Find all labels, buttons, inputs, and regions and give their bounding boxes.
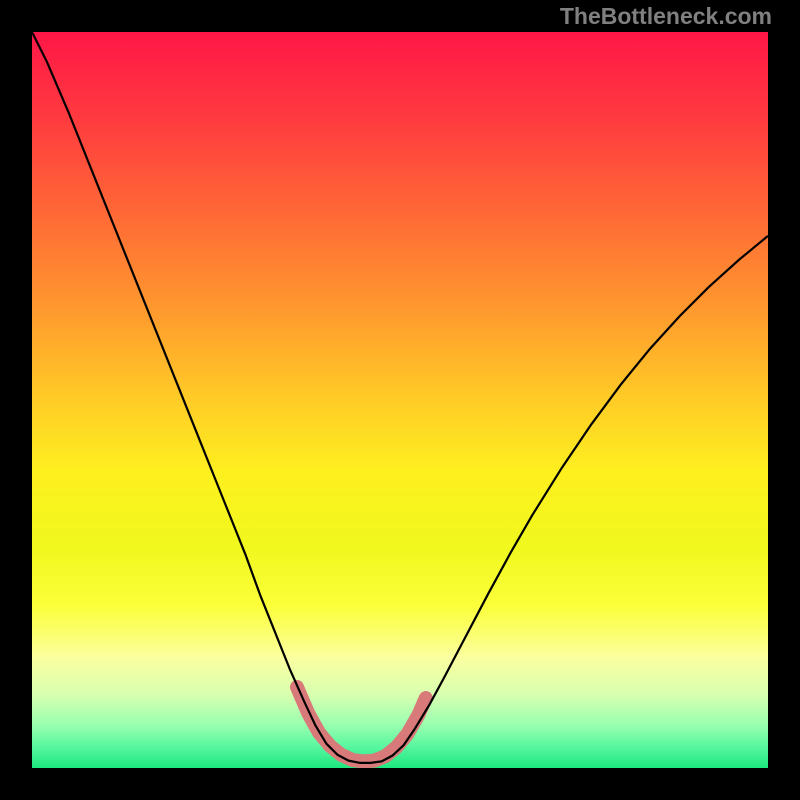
- plot-area: [32, 32, 768, 768]
- chart-frame: TheBottleneck.com: [0, 0, 800, 800]
- watermark-text: TheBottleneck.com: [560, 3, 772, 30]
- plot-svg: [32, 32, 768, 768]
- plot-background: [32, 32, 768, 768]
